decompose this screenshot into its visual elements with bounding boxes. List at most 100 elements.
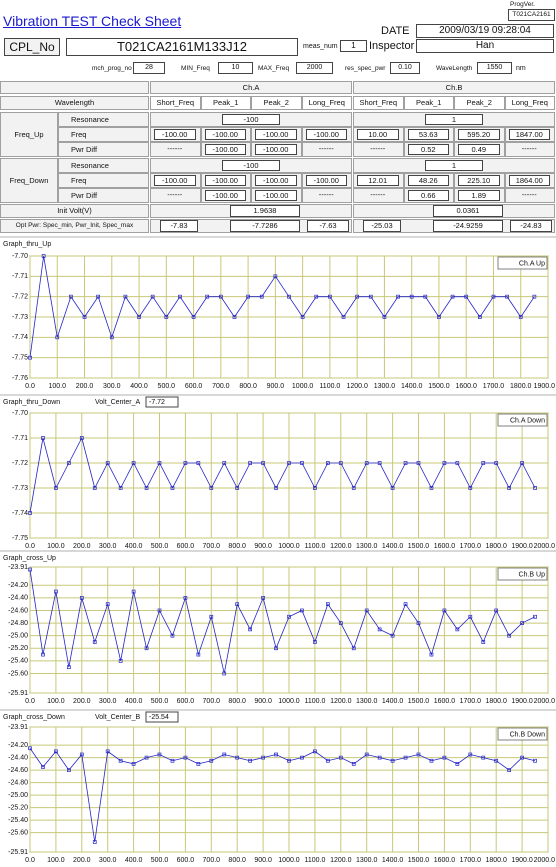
data-point <box>390 633 395 638</box>
x-tick-label: 0.0 <box>25 698 35 705</box>
x-tick-label: 300.0 <box>99 543 117 550</box>
data-point <box>409 294 414 299</box>
y-tick-label: -25.00 <box>8 633 28 640</box>
y-tick-label: -25.91 <box>8 849 28 856</box>
data-point <box>403 461 408 465</box>
legend-box <box>497 413 548 427</box>
legend-box <box>497 567 548 581</box>
legend-box <box>497 256 548 270</box>
data-point <box>131 589 136 594</box>
data-point <box>274 486 278 490</box>
data-point <box>137 315 141 319</box>
graph-title: Graph_cross_Up <box>3 555 56 562</box>
x-tick-label: 1200.0 <box>330 543 352 550</box>
column-header: Peak_2 <box>251 96 302 110</box>
data-point <box>464 294 469 299</box>
pwr-diff-value: -100.00 <box>204 144 246 155</box>
x-tick-label: 500.0 <box>151 698 169 705</box>
row-label: Pwr Diff <box>58 142 149 157</box>
data-point <box>105 602 110 607</box>
x-tick-label: 300.0 <box>99 698 117 705</box>
x-tick-label: 100.0 <box>47 857 65 864</box>
opt-value: -7.7286 <box>230 220 300 232</box>
y-tick-label: -25.20 <box>8 645 28 652</box>
x-tick-label: 2000.0 <box>534 543 556 550</box>
y-tick-label: -7.76 <box>12 375 28 382</box>
x-tick-label: 700.0 <box>212 383 230 390</box>
x-tick-label: 1900.0 <box>511 698 533 705</box>
data-point <box>494 758 499 763</box>
data-point <box>351 646 356 651</box>
resonance-value: -100 <box>222 114 280 125</box>
pwr-diff-value: 0.66 <box>407 190 449 201</box>
data-point <box>218 294 223 299</box>
freq-value: 1864.00 <box>508 175 550 186</box>
data-point <box>274 646 278 651</box>
pwr-diff-value: ------ <box>318 144 334 153</box>
data-point <box>150 294 155 299</box>
data-point <box>92 486 97 490</box>
freq-value: 48.26 <box>407 175 449 186</box>
freq-value: -100.00 <box>255 175 297 186</box>
data-point <box>533 758 537 763</box>
x-tick-label: 1600.0 <box>455 383 477 390</box>
x-tick-label: 900.0 <box>267 383 285 390</box>
data-point <box>170 758 175 763</box>
x-tick-label: 600.0 <box>177 857 195 864</box>
x-tick-label: 1500.0 <box>428 383 450 390</box>
data-point <box>403 755 408 760</box>
block-label: Freq_Up <box>0 112 58 157</box>
data-point <box>54 589 58 594</box>
resonance-value: -100 <box>222 160 280 171</box>
data-point <box>79 752 84 757</box>
y-tick-label: -24.40 <box>8 595 28 602</box>
data-point <box>481 755 486 760</box>
data-point <box>196 652 201 657</box>
meas-label: meas_num <box>303 43 338 50</box>
cpl-no: T021CA2161M133J12 <box>66 38 298 56</box>
data-point <box>491 294 496 299</box>
data-point <box>123 294 128 299</box>
data-point <box>54 749 58 754</box>
x-tick-label: 1900.0 <box>534 383 556 390</box>
data-point <box>222 461 227 465</box>
data-point <box>183 461 188 465</box>
y-tick-label: -25.91 <box>8 690 28 697</box>
data-point <box>28 511 32 515</box>
param-label: res_spec_pwr <box>345 65 386 72</box>
data-point <box>235 755 240 760</box>
x-tick-label: 1500.0 <box>408 857 430 864</box>
data-point <box>377 461 382 465</box>
data-point <box>144 646 149 651</box>
data-point <box>105 461 110 465</box>
data-point <box>261 596 265 600</box>
y-tick-label: -23.91 <box>8 724 28 731</box>
pwr-diff-value: -100.00 <box>255 190 297 201</box>
y-tick-label: -7.73 <box>12 314 28 321</box>
y-tick-label: -7.72 <box>12 460 28 467</box>
param-value: 2000 <box>296 62 333 74</box>
inspector-label: Inspector <box>369 40 415 52</box>
data-point <box>314 294 319 299</box>
init-value: 0.0361 <box>433 205 503 217</box>
opt-label: Opt Pwr: Spec_min, Pwr_Init, Spec_max <box>0 219 149 233</box>
data-point <box>507 768 511 772</box>
x-tick-label: 400.0 <box>125 698 143 705</box>
param-label: WaveLength <box>436 65 473 72</box>
data-point <box>481 461 486 465</box>
annotation-label: Volt_Center_A <box>95 399 140 406</box>
param-value: 28 <box>133 62 165 74</box>
data-point <box>300 461 304 465</box>
data-point <box>170 633 175 638</box>
row-cell <box>150 142 201 157</box>
data-point <box>364 608 369 613</box>
opt-value: -24.83 <box>510 220 552 232</box>
x-tick-label: 1300.0 <box>356 857 378 864</box>
x-tick-label: 1600.0 <box>434 857 456 864</box>
data-point <box>368 294 373 299</box>
y-tick-label: -25.40 <box>8 817 28 824</box>
x-tick-label: 400.0 <box>125 543 143 550</box>
legend-label: Ch.B Down <box>510 731 546 738</box>
y-tick-label: -7.74 <box>12 334 28 341</box>
x-tick-label: 1400.0 <box>382 698 404 705</box>
